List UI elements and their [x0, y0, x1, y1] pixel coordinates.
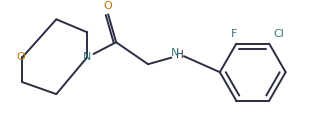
- Text: H: H: [176, 50, 184, 60]
- Text: O: O: [104, 1, 113, 11]
- Text: F: F: [231, 29, 238, 39]
- Text: N: N: [83, 52, 91, 62]
- Text: Cl: Cl: [274, 29, 284, 39]
- Text: N: N: [171, 48, 179, 58]
- Text: O: O: [16, 52, 25, 62]
